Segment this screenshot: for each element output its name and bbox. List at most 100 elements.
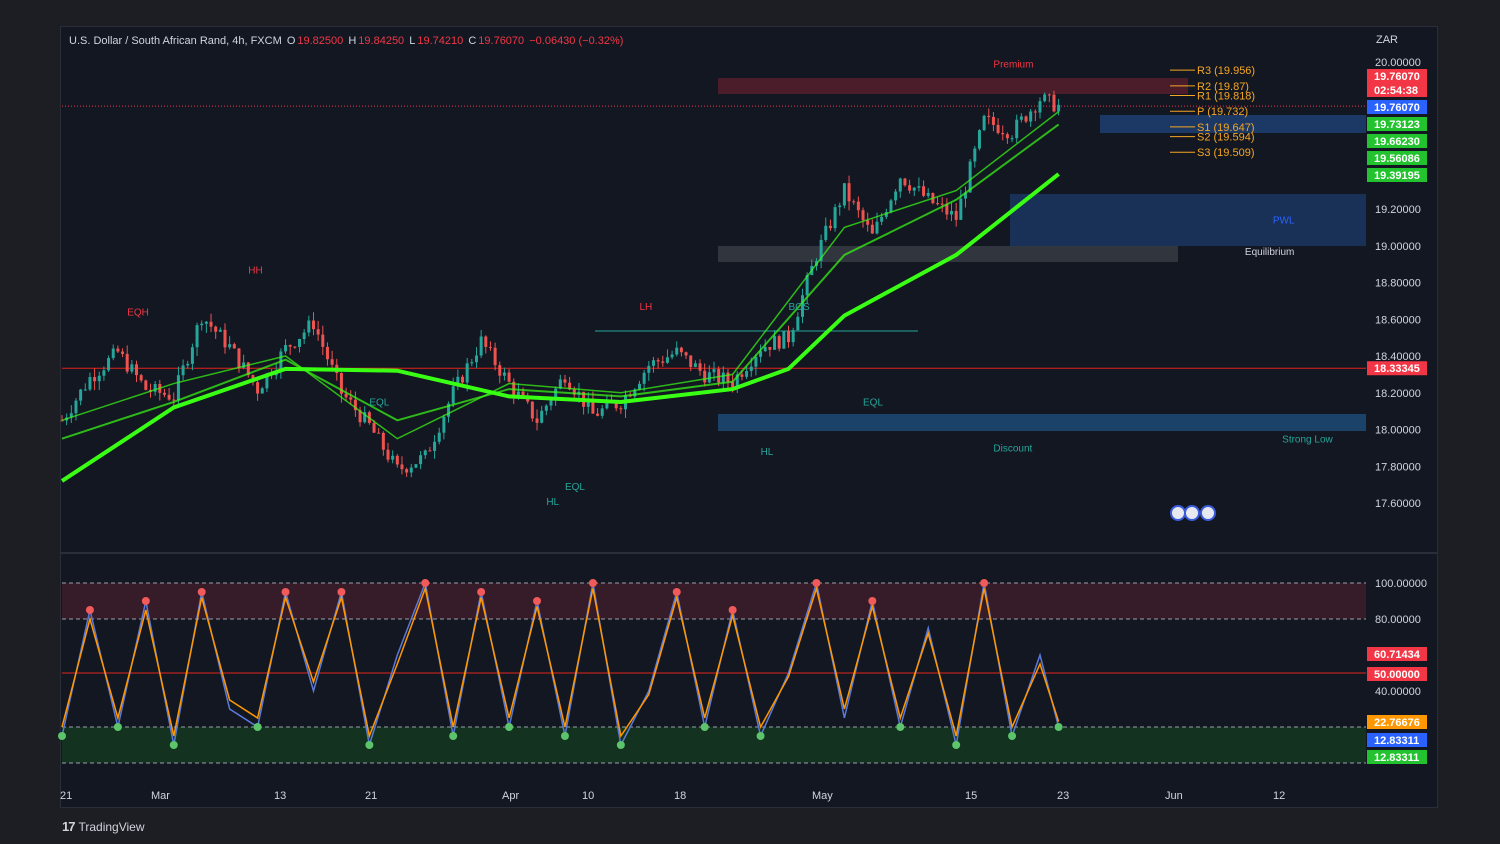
candle-body: [787, 330, 791, 343]
candle-body: [209, 321, 213, 327]
candle-body: [451, 386, 455, 404]
candle-body: [1047, 94, 1051, 96]
tradingview-label: TradingView: [78, 819, 145, 834]
candle-body: [302, 332, 306, 340]
candle-body: [735, 374, 739, 388]
candle-body: [381, 432, 385, 450]
candle-body: [125, 353, 129, 372]
stoch-badge: [1367, 733, 1427, 747]
candle-body: [558, 379, 562, 389]
y-tick-label: 18.20000: [1375, 388, 1421, 400]
candle-body: [870, 224, 874, 234]
overbought-dot: [868, 597, 877, 605]
stoch-badge-label: 60.71434: [1374, 649, 1421, 661]
low-label: L: [409, 35, 416, 47]
candle-body: [982, 115, 986, 131]
us-flag-icon: [1184, 505, 1200, 521]
candle-body: [973, 148, 977, 162]
candle-body: [111, 348, 115, 359]
candle-body: [773, 336, 777, 350]
ema-line-3: [60, 172, 1060, 483]
candle-body: [419, 455, 423, 465]
oversold-dot: [616, 741, 625, 749]
price-badge: [1367, 100, 1427, 114]
candle-body: [749, 366, 753, 372]
y-tick-label: 20.00000: [1375, 57, 1421, 69]
price-badge: [1367, 151, 1427, 165]
candle-body: [591, 399, 595, 414]
symbol-header: U.S. Dollar / South African Rand, 4h, FX…: [69, 35, 625, 47]
price-badge: [1367, 361, 1427, 376]
price-badge: [1367, 168, 1427, 182]
pivot-label-R1: R1 (19.818): [1197, 90, 1255, 102]
candle-body: [796, 316, 800, 331]
candle-body: [535, 418, 539, 423]
candle-body: [908, 185, 912, 191]
candle-body: [181, 365, 185, 376]
oversold-dot: [505, 723, 514, 731]
tradingview-branding[interactable]: 17 TradingView: [62, 819, 145, 834]
candle-body: [894, 191, 898, 201]
stoch-badge: [1367, 750, 1427, 764]
price-badge-label: 02:54:38: [1374, 85, 1418, 97]
candle-body: [1005, 134, 1009, 139]
pivot-label-S1: S1 (19.647): [1197, 122, 1254, 134]
candle-body: [372, 422, 376, 433]
overbought-dot: [533, 597, 542, 605]
candle-body: [707, 372, 711, 383]
candle-body: [782, 330, 786, 349]
candle-body: [693, 363, 697, 367]
candle-body: [218, 329, 222, 332]
oversold-dot: [952, 741, 961, 749]
annotation-hl: HL: [546, 497, 559, 508]
candle-body: [353, 399, 357, 411]
currency-label: ZAR: [1376, 34, 1398, 46]
candle-body: [474, 355, 478, 363]
overbought-dot: [477, 588, 486, 596]
candle-body: [121, 351, 125, 354]
candle-body: [791, 330, 795, 343]
candle-body: [554, 388, 558, 401]
symbol-title[interactable]: U.S. Dollar / South African Rand, 4h, FX…: [69, 35, 282, 47]
close-label: C: [468, 35, 477, 47]
overbought-dot: [672, 588, 681, 596]
x-tick-label: 15: [965, 790, 977, 802]
overbought-dot: [197, 588, 206, 596]
pivot-label-R3: R3 (19.956): [1197, 65, 1255, 77]
x-tick-label: 23: [1057, 790, 1069, 802]
price-badge-label: 19.76070: [1374, 102, 1420, 114]
overbought-dot: [728, 606, 737, 614]
candle-body: [600, 408, 604, 416]
candle-body: [917, 186, 921, 188]
candle-body: [363, 412, 367, 423]
candle-body: [60, 420, 64, 422]
candle-body: [675, 347, 679, 355]
stoch-badge-label: 22.76676: [1374, 717, 1420, 729]
pivot-label-R2: R2 (19.87): [1197, 81, 1249, 93]
candle-body: [768, 346, 772, 350]
candle-body: [726, 372, 730, 382]
candle-body: [195, 325, 199, 348]
candle-body: [963, 192, 967, 199]
candle-body: [647, 365, 651, 373]
annotation-eql: EQL: [565, 482, 585, 493]
oversold-dot: [113, 723, 122, 731]
candle-body: [754, 356, 758, 367]
candle-body: [549, 400, 553, 406]
candle-body: [712, 369, 716, 373]
candle-body: [88, 377, 92, 390]
candle-body: [265, 373, 269, 389]
candle-body: [866, 220, 870, 225]
candle-body: [852, 201, 856, 203]
y-tick-label: 19.20000: [1375, 204, 1421, 216]
candle-body: [759, 351, 763, 357]
candle-body: [661, 361, 665, 363]
candle-body: [298, 339, 302, 347]
oversold-dot: [700, 723, 709, 731]
candle-body: [242, 362, 246, 368]
candle-body: [437, 432, 441, 442]
high-value: 19.84250: [358, 35, 405, 47]
candle-body: [605, 400, 609, 409]
candle-body: [689, 355, 693, 367]
